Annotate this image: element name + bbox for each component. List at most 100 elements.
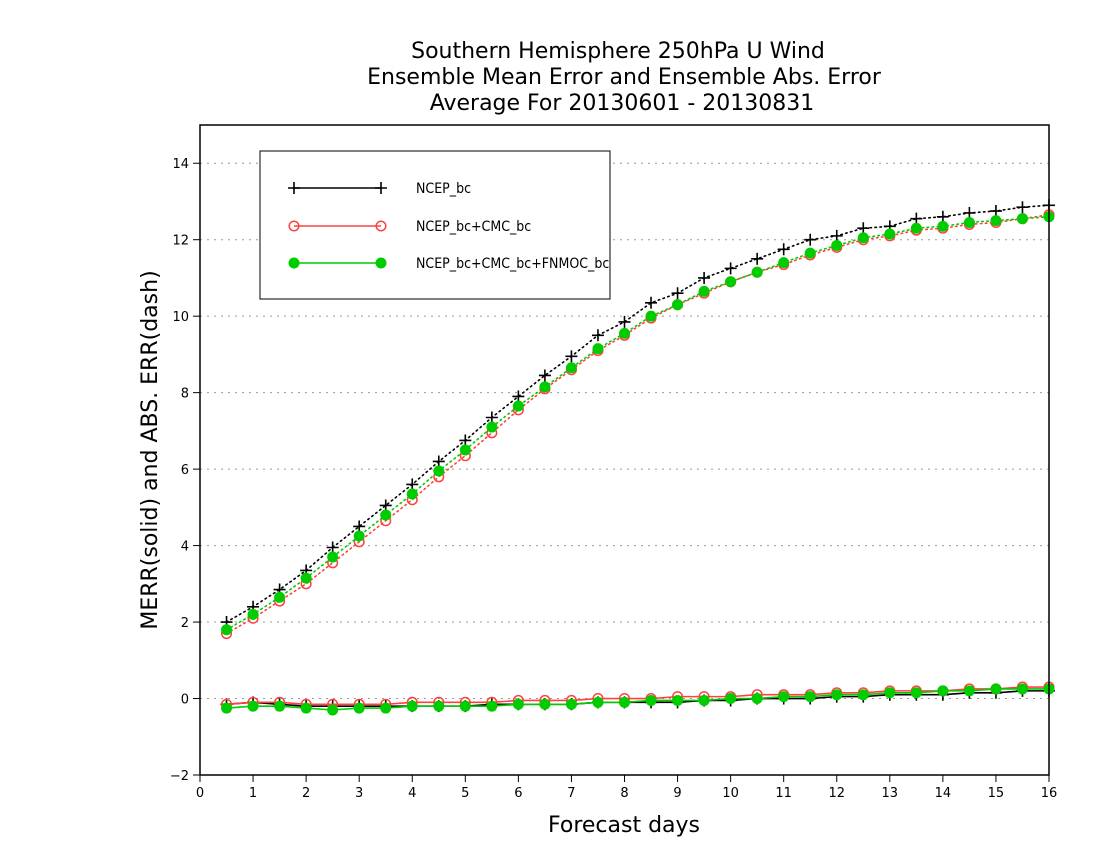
series-2-mean-err-point-25 bbox=[884, 687, 896, 699]
series-2-abs-err-point-5 bbox=[353, 530, 365, 542]
series-2-abs-err-point-20 bbox=[751, 266, 763, 278]
series-0-abs-err-point-10 bbox=[485, 411, 498, 424]
series-2-abs-err-point-12 bbox=[539, 381, 551, 393]
series-2-abs-err-point-6 bbox=[380, 509, 392, 521]
y-tick-label-3: 4 bbox=[181, 540, 189, 555]
series-2-abs-err-point-8 bbox=[433, 465, 445, 477]
x-axis-label: Forecast days bbox=[548, 813, 700, 838]
x-tick-label-16: 16 bbox=[1041, 786, 1058, 801]
series-2-mean-err-point-7 bbox=[406, 700, 418, 712]
x-tick-label-0: 0 bbox=[196, 786, 204, 801]
series-0-abs-err-point-21 bbox=[777, 243, 790, 256]
series-2-abs-err-point-18 bbox=[698, 285, 710, 297]
legend: NCEP_bc NCEP_bc+CMC_bc NCEP_bc+CMC_bc+FNMO… bbox=[259, 150, 611, 300]
x-tick-label-9: 9 bbox=[673, 786, 681, 801]
y-tick-label-4: 6 bbox=[181, 463, 189, 478]
legend-marker-left-0 bbox=[288, 182, 300, 194]
series-0-abs-err-point-30 bbox=[1016, 201, 1029, 214]
x-tick-label-3: 3 bbox=[355, 786, 363, 801]
series-2-abs-err-point-29 bbox=[990, 215, 1002, 227]
x-tick-label-6: 6 bbox=[514, 786, 522, 801]
series-2-mean-err-point-29 bbox=[990, 683, 1002, 695]
series-0-abs-err-point-11 bbox=[512, 390, 525, 403]
series-0-abs-err-point-9 bbox=[459, 434, 472, 447]
series-0-abs-err-point-4 bbox=[326, 541, 339, 554]
y-tick-label-7: 12 bbox=[172, 234, 189, 249]
series-2-abs-err-point-19 bbox=[725, 276, 737, 288]
legend-marker-right-2 bbox=[375, 257, 387, 269]
series-0-abs-err-point-23 bbox=[830, 229, 843, 242]
series-2-mean-err-point-4 bbox=[327, 704, 339, 716]
series-2-mean-err-point-20 bbox=[751, 693, 763, 705]
x-tick-label-4: 4 bbox=[408, 786, 416, 801]
series-0-abs-err-point-20 bbox=[751, 252, 764, 265]
series-2-mean-err-point-28 bbox=[963, 685, 975, 697]
series-2-abs-err-point-28 bbox=[963, 217, 975, 228]
series-0-abs-err-point-15 bbox=[618, 315, 631, 328]
series-2-mean-err-point-23 bbox=[831, 689, 843, 701]
series-2-abs-err-point-13 bbox=[565, 362, 577, 374]
series-2-mean-err-point-8 bbox=[433, 700, 445, 712]
series-2-abs-err-point-9 bbox=[459, 444, 471, 456]
x-tick-label-2: 2 bbox=[302, 786, 310, 801]
legend-box bbox=[259, 150, 611, 300]
series-2-mean-err-point-26 bbox=[910, 687, 922, 699]
series-2-abs-err-point-22 bbox=[804, 247, 816, 259]
series-2-mean-err-point-12 bbox=[539, 698, 551, 710]
series-2-mean-err-point-19 bbox=[725, 693, 737, 705]
series-2-mean-err-point-16 bbox=[645, 694, 657, 706]
series-2-abs-err-point-3 bbox=[300, 572, 312, 584]
legend-label-2: NCEP_bc+CMC_bc+FNMOC_bc bbox=[416, 256, 609, 272]
series-2-abs-err-point-0 bbox=[221, 624, 233, 636]
title-line-3: Average For 20130601 - 20130831 bbox=[430, 91, 815, 116]
series-2-mean-err-point-17 bbox=[672, 694, 684, 706]
series-2-abs-err-point-21 bbox=[778, 257, 790, 269]
legend-marker-right-1 bbox=[375, 220, 387, 232]
y-tick-label-1: 0 bbox=[181, 693, 189, 708]
y-tick-label-8: 14 bbox=[172, 157, 189, 172]
series-2-abs-err-point-4 bbox=[327, 551, 339, 563]
series-2-mean-err-point-24 bbox=[857, 689, 869, 701]
series-0-abs-err-point-14 bbox=[591, 329, 604, 342]
series-layer bbox=[220, 199, 1055, 716]
series-0-abs-err-point-18 bbox=[698, 271, 711, 284]
series-2-abs-err-point-11 bbox=[512, 400, 524, 412]
series-2-mean-err-point-11 bbox=[512, 698, 524, 710]
series-2-abs-err-point-23 bbox=[831, 239, 843, 251]
x-tick-label-13: 13 bbox=[882, 786, 899, 801]
y-tick-label-0: −2 bbox=[170, 769, 189, 784]
series-2-abs-err-point-14 bbox=[592, 343, 604, 355]
series-0-abs-err-point-28 bbox=[963, 206, 976, 219]
series-2-abs-err-point-1 bbox=[247, 608, 259, 620]
x-tick-label-10: 10 bbox=[722, 786, 739, 801]
series-0-abs-err-point-16 bbox=[645, 296, 658, 309]
series-2-abs-err-point-7 bbox=[406, 488, 418, 500]
series-2-mean-err-point-1 bbox=[247, 700, 259, 712]
legend-marker-left-1 bbox=[288, 220, 300, 232]
series-0-abs-err-point-29 bbox=[989, 205, 1002, 218]
series-0-abs-err-point-22 bbox=[804, 233, 817, 246]
series-2-mean-err-point-30 bbox=[1016, 683, 1028, 695]
series-2-abs-err-point-24 bbox=[857, 232, 869, 244]
series-0-abs-err-point-17 bbox=[671, 287, 684, 300]
series-2-mean-err-point-13 bbox=[565, 698, 577, 710]
series-2-abs-err-point-30 bbox=[1016, 213, 1028, 225]
series-2-abs-err-point-27 bbox=[937, 220, 949, 232]
series-2 bbox=[221, 211, 1055, 716]
x-tick-label-5: 5 bbox=[461, 786, 469, 801]
series-2-mean-err-point-22 bbox=[804, 691, 816, 703]
series-2-abs-err-point-10 bbox=[486, 421, 498, 433]
series-2-mean-err-point-9 bbox=[459, 700, 471, 712]
x-tick-label-11: 11 bbox=[775, 786, 792, 801]
series-2-mean-err-point-10 bbox=[486, 700, 498, 712]
series-0-abs-err-point-6 bbox=[379, 499, 392, 512]
series-0-abs-err-point-8 bbox=[432, 455, 445, 468]
series-2-mean-err-point-2 bbox=[274, 700, 286, 712]
series-2-mean-err-point-14 bbox=[592, 696, 604, 708]
x-tick-label-8: 8 bbox=[620, 786, 628, 801]
series-0-abs-err-point-19 bbox=[724, 262, 737, 275]
x-tick-label-12: 12 bbox=[828, 786, 845, 801]
series-0-abs-err-point-27 bbox=[936, 210, 949, 223]
